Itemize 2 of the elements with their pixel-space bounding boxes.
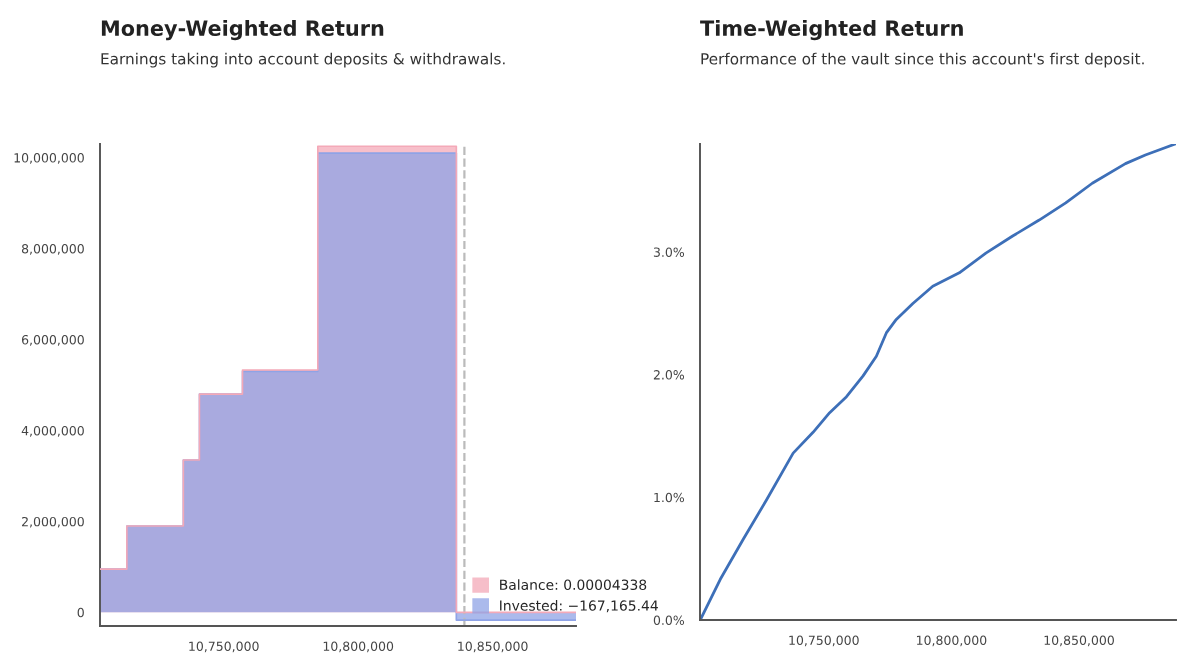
chart-title: Time-Weighted Return xyxy=(700,19,963,41)
chart-title: Money-Weighted Return xyxy=(101,19,384,41)
